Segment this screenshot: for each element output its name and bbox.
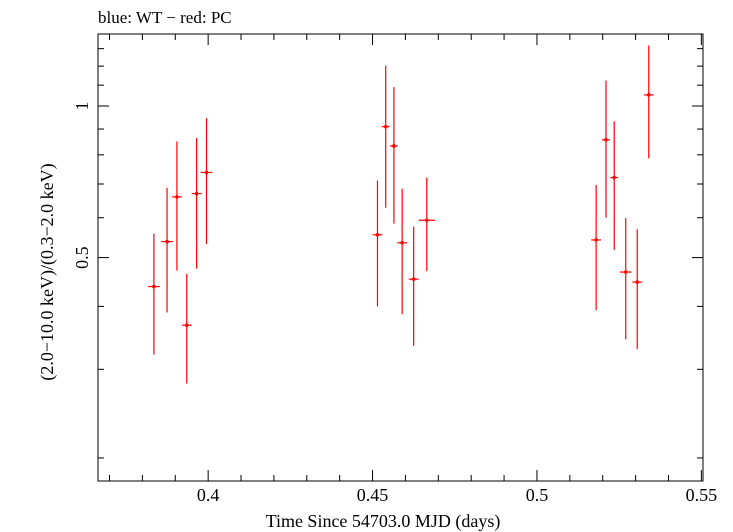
data-point <box>643 45 654 159</box>
data-point <box>171 141 182 271</box>
point-marker <box>635 280 640 284</box>
data-point <box>610 121 619 250</box>
point-marker <box>184 323 189 328</box>
data-point <box>381 65 390 208</box>
data-point <box>372 180 383 307</box>
data-point <box>181 273 192 384</box>
axis-ticks <box>98 34 703 481</box>
y-axis-label: (2.0−10.0 keV)/(0.3−2.0 keV) <box>37 163 58 380</box>
data-point <box>397 188 408 315</box>
y-tick-label: 1 <box>72 102 92 111</box>
point-marker <box>392 144 396 148</box>
point-marker <box>204 170 209 175</box>
data-point <box>591 184 602 311</box>
data-point <box>632 229 643 350</box>
data-point <box>619 218 632 340</box>
data-point <box>418 177 436 272</box>
point-marker <box>375 232 380 237</box>
data-point <box>200 118 213 245</box>
data-point <box>602 80 610 218</box>
x-axis-label: Time Since 54703.0 MJD (days) <box>266 511 501 532</box>
tick-labels: 0.4 0.45 0.5 0.55 0.5 1 <box>72 102 717 505</box>
data-point <box>389 87 398 224</box>
point-marker <box>383 124 388 129</box>
y-tick-label: 0.5 <box>72 246 92 269</box>
data-point <box>161 187 173 313</box>
point-marker <box>411 277 416 281</box>
plot-frame <box>97 33 704 482</box>
data-point <box>408 226 419 346</box>
x-tick-label: 0.4 <box>197 485 220 505</box>
point-marker <box>194 191 199 196</box>
point-marker <box>165 239 169 244</box>
data-points <box>147 45 654 384</box>
chart-title: blue: WT − red: PC <box>98 8 232 27</box>
point-marker <box>604 137 608 142</box>
point-marker <box>400 240 404 245</box>
point-marker <box>612 175 617 180</box>
data-point <box>191 137 202 269</box>
point-marker <box>425 218 429 223</box>
x-tick-label: 0.55 <box>686 485 718 505</box>
point-marker <box>623 270 628 274</box>
x-tick-label: 0.45 <box>357 485 389 505</box>
point-marker <box>152 284 156 289</box>
point-marker <box>594 238 598 242</box>
x-tick-label: 0.5 <box>526 485 549 505</box>
point-marker <box>175 195 179 199</box>
point-marker <box>646 93 651 97</box>
data-point <box>147 233 160 355</box>
